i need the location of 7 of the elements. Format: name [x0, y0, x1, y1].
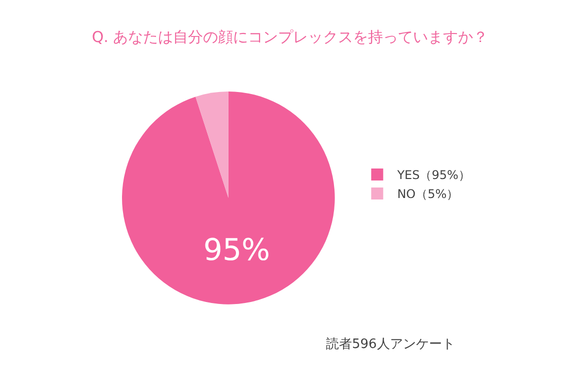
pie-slice	[196, 92, 228, 198]
data-label: 95%	[203, 232, 270, 268]
legend-label: NO（5%）	[397, 187, 459, 202]
pie-slice	[122, 92, 335, 304]
text: 読者596人アンケート	[326, 337, 455, 352]
legend-label: YES（95%）	[396, 168, 470, 182]
chart-title: Q. あなたは自分の顔にコンプレックスを持っていますか？	[92, 28, 488, 46]
